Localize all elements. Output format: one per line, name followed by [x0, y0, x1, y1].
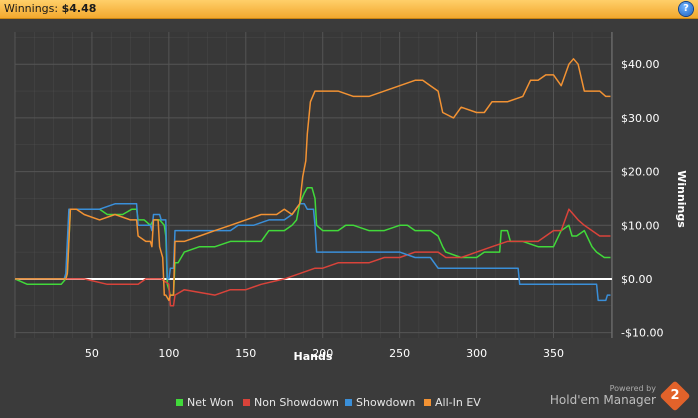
hm2-logo-icon: 2	[659, 380, 691, 412]
legend-label: Non Showdown	[254, 396, 339, 409]
help-icon[interactable]: ?	[679, 2, 693, 16]
x-tick-label: 50	[85, 347, 99, 360]
x-tick-label: 300	[466, 347, 487, 360]
y-tick-label: $0.00	[621, 273, 653, 286]
all-in-ev-line	[15, 58, 611, 302]
y-tick-label: $30.00	[621, 112, 660, 125]
y-tick-label: $10.00	[621, 219, 660, 232]
y-tick-label: -$10.00	[621, 327, 663, 340]
y-tick-label: $40.00	[621, 58, 660, 71]
non-showdown-line	[15, 208, 611, 307]
y-tick-labels: -$10.00 $0.00 $10.00 $20.00 $30.00 $40.00	[621, 58, 663, 339]
legend-swatch	[176, 399, 183, 406]
x-tick-label: 100	[158, 347, 179, 360]
x-tick-label: 200	[312, 347, 333, 360]
product-name: Hold'em Manager	[549, 393, 656, 407]
legend-swatch	[424, 399, 431, 406]
legend-swatch	[243, 399, 250, 406]
logo-digit: 2	[670, 388, 680, 403]
legend-label: All-In EV	[435, 396, 481, 409]
x-tick-label: 150	[235, 347, 256, 360]
y-tick-label: $20.00	[621, 166, 660, 179]
legend-label: Showdown	[356, 396, 415, 409]
legend-label: Net Won	[187, 396, 234, 409]
x-tick-labels: 50 100 150 200 250 300 350	[85, 347, 564, 360]
winnings-title: Winnings: $4.48	[4, 2, 96, 15]
x-tick-label: 350	[543, 347, 564, 360]
series-group	[14, 58, 611, 307]
winnings-chart: 50 100 150 200 250 300 350 -$10.00 $0.00 $10.00 $…	[14, 32, 688, 409]
x-axis-label: Hands	[294, 350, 333, 363]
winnings-value: $4.48	[61, 2, 97, 15]
x-tick-label: 250	[389, 347, 410, 360]
title-bar: Winnings: $4.48 ?	[0, 0, 698, 19]
winnings-label: Winnings:	[4, 2, 59, 15]
legend: Net Won Non Showdown Showdown All-In EV	[176, 396, 481, 409]
plot-background	[15, 32, 612, 338]
y-axis-label: Winnings	[675, 170, 688, 228]
legend-swatch	[345, 399, 352, 406]
net-won-line	[14, 186, 611, 296]
grid-lines	[14, 32, 613, 338]
branding: Powered by Hold'em Manager 2	[548, 380, 691, 412]
powered-by-text: Powered by	[609, 384, 656, 393]
